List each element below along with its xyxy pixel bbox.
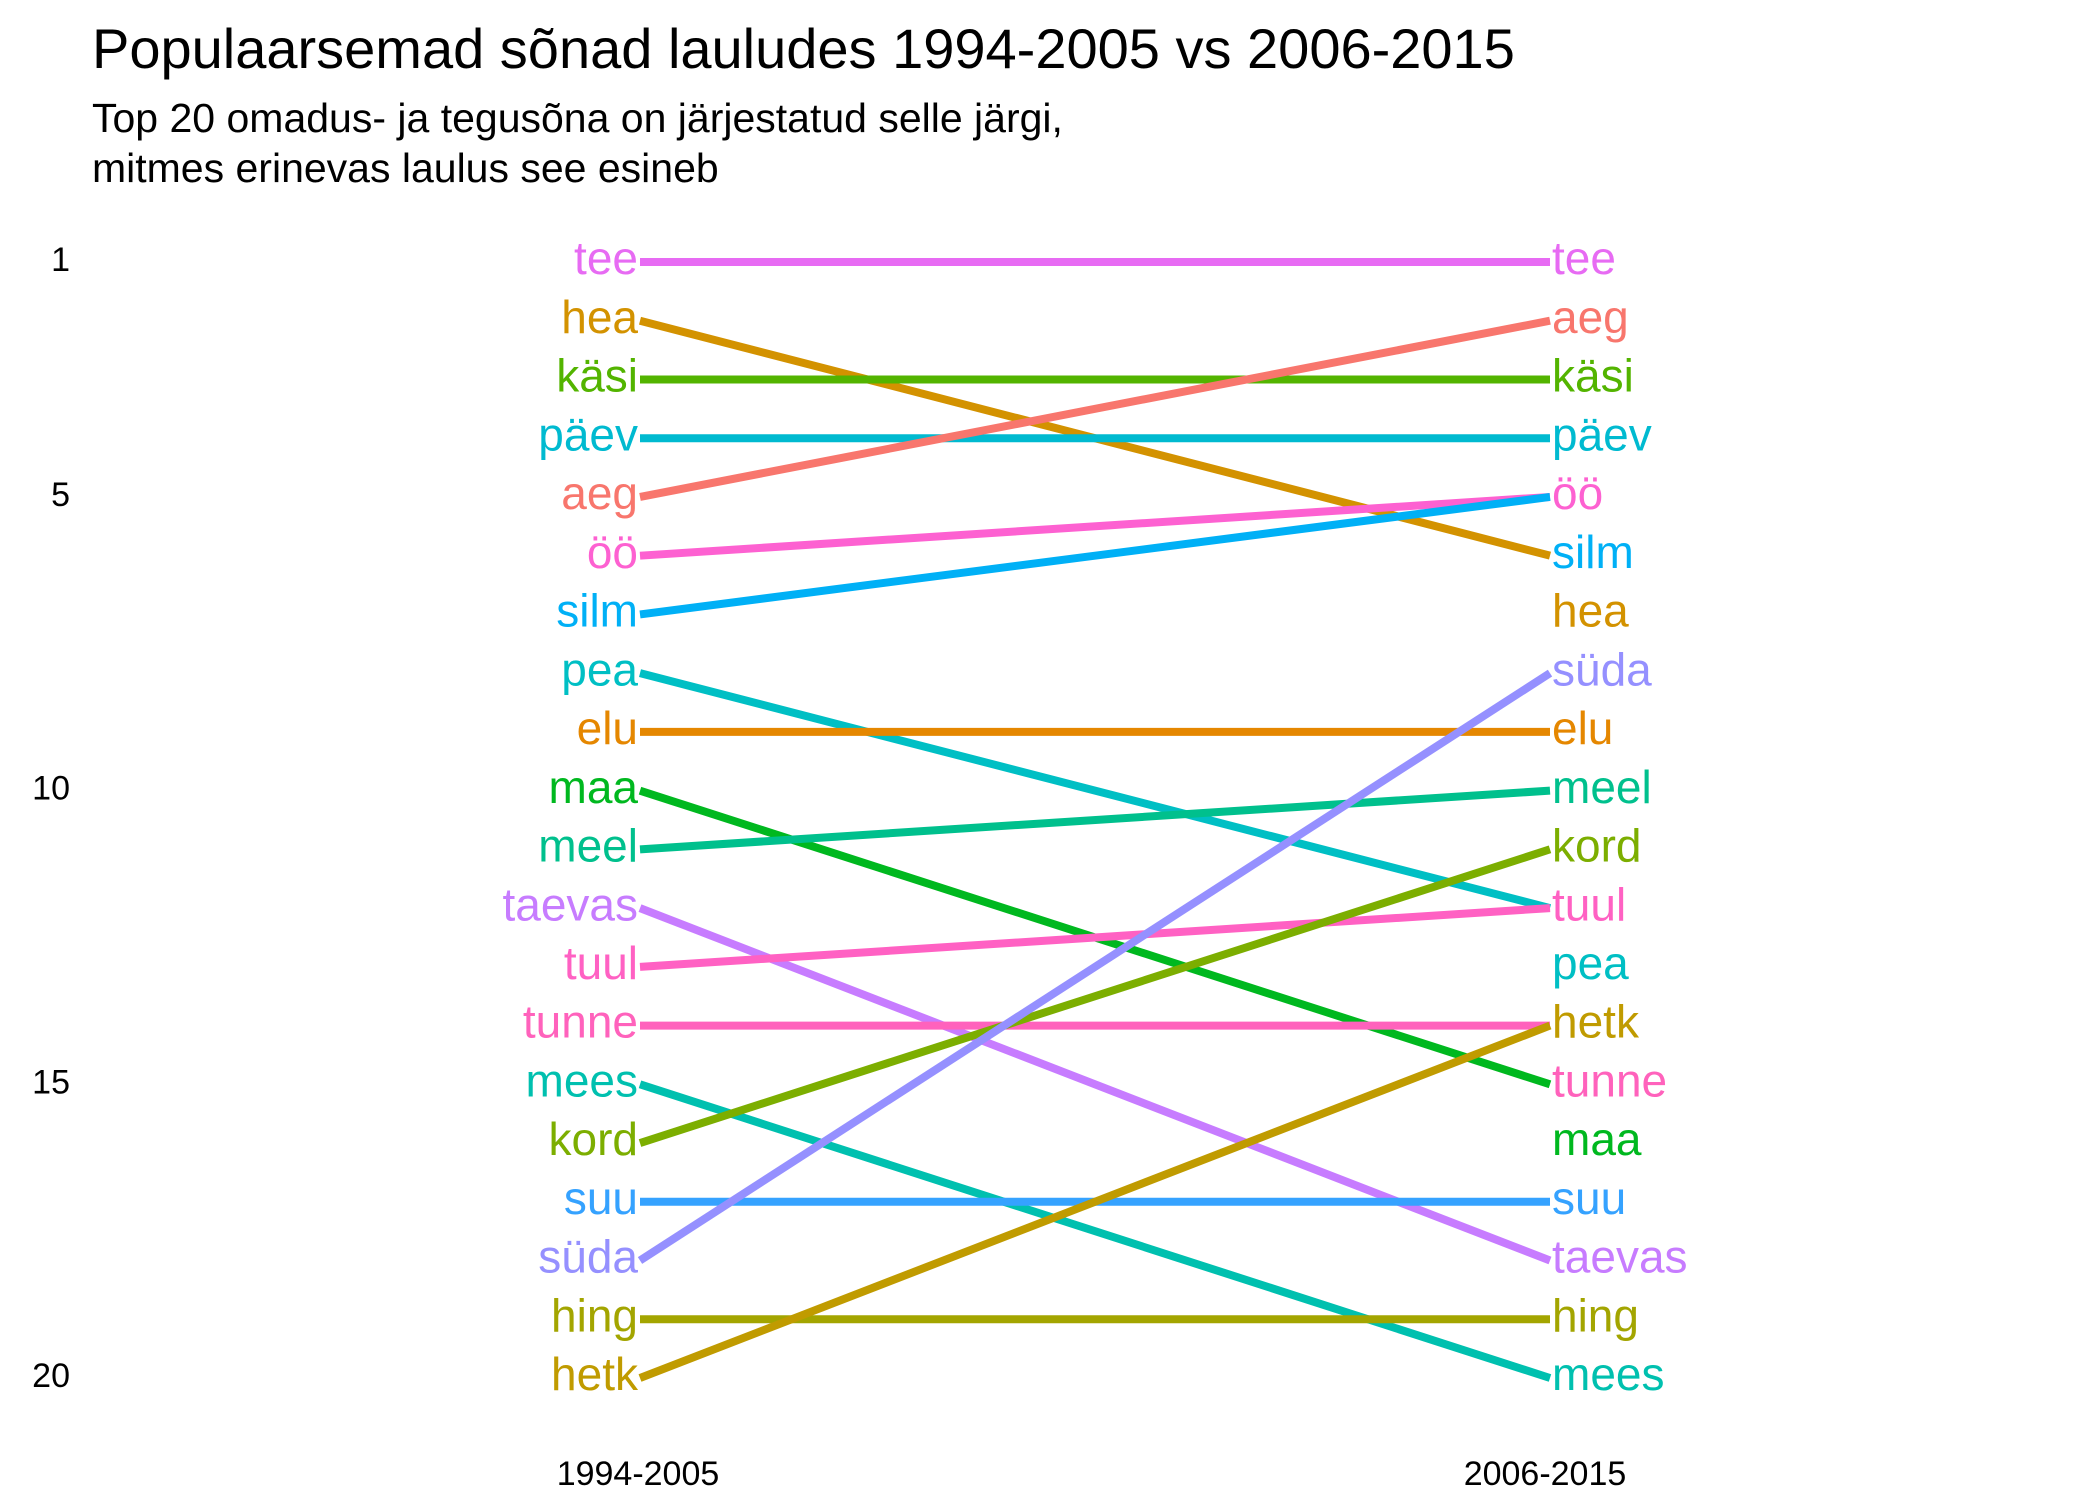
left-label-maa: maa	[549, 761, 639, 813]
y-tick-20: 20	[32, 1357, 70, 1395]
series-line-mees	[638, 1080, 1552, 1382]
right-label-hea: hea	[1552, 585, 1629, 637]
y-tick-1: 1	[51, 241, 70, 279]
right-label-hetk: hetk	[1552, 996, 1640, 1048]
left-label-elu: elu	[577, 702, 638, 754]
left-word-labels: tee hea käsi päev aeg öö silm pea elu maa meel taev…	[502, 232, 639, 1400]
left-label-kasi: käsi	[556, 350, 638, 402]
right-label-mees: mees	[1552, 1348, 1664, 1400]
left-label-kord: kord	[549, 1113, 638, 1165]
series-line-tuul	[639, 904, 1551, 971]
left-label-tee: tee	[574, 232, 638, 284]
right-label-kasi: käsi	[1552, 350, 1634, 402]
left-label-mees: mees	[526, 1054, 638, 1106]
right-label-suu: suu	[1552, 1172, 1626, 1224]
right-label-kord: kord	[1552, 820, 1641, 872]
right-label-taevas: taevas	[1552, 1231, 1688, 1283]
right-label-maa: maa	[1552, 1113, 1642, 1165]
y-tick-5: 5	[51, 476, 70, 514]
right-label-hing: hing	[1552, 1289, 1639, 1341]
left-label-silm: silm	[556, 585, 638, 637]
series-line-suda	[637, 669, 1553, 1264]
right-label-oo: öö	[1552, 467, 1603, 519]
series-line-oo	[639, 492, 1551, 560]
left-label-aeg: aeg	[561, 467, 638, 519]
left-label-oo: öö	[587, 526, 638, 578]
left-label-meel: meel	[538, 820, 638, 872]
right-word-labels: tee aeg käsi päev öö silm hea süda elu meel kord tu…	[1552, 232, 1688, 1400]
right-label-suda: süda	[1552, 643, 1652, 695]
right-label-pea: pea	[1552, 937, 1629, 989]
chart-title: Populaarsemad sõnad lauludes 1994-2005 v…	[92, 17, 1515, 80]
left-label-pea: pea	[561, 643, 638, 695]
series-lines	[637, 258, 1553, 1382]
chart-subtitle-line-1: Top 20 omadus- ja tegusõna on järjestatu…	[92, 95, 1063, 141]
right-label-paev: päev	[1552, 408, 1652, 460]
left-label-hea: hea	[561, 291, 638, 343]
left-label-paev: päev	[538, 408, 638, 460]
left-label-suda: süda	[538, 1231, 638, 1283]
series-line-silm	[639, 492, 1551, 619]
right-label-tunne: tunne	[1552, 1054, 1667, 1106]
x-label-2006-2015: 2006-2015	[1464, 1455, 1627, 1493]
right-label-meel: meel	[1552, 761, 1652, 813]
x-label-1994-2005: 1994-2005	[557, 1455, 720, 1493]
y-tick-10: 10	[32, 770, 70, 808]
right-label-tee: tee	[1552, 232, 1616, 284]
series-line-meel	[639, 786, 1551, 854]
series-line-aeg	[639, 316, 1551, 501]
left-label-hing: hing	[551, 1289, 638, 1341]
right-label-elu: elu	[1552, 702, 1613, 754]
right-label-aeg: aeg	[1552, 291, 1629, 343]
series-line-pea	[639, 669, 1551, 912]
y-tick-15: 15	[32, 1063, 70, 1101]
right-label-tuul: tuul	[1552, 878, 1626, 930]
left-label-taevas: taevas	[502, 878, 638, 930]
series-line-hetk	[638, 1021, 1552, 1382]
left-label-suu: suu	[564, 1172, 638, 1224]
left-label-hetk: hetk	[551, 1348, 639, 1400]
right-label-silm: silm	[1552, 526, 1634, 578]
left-label-tunne: tunne	[523, 996, 638, 1048]
chart-subtitle-line-2: mitmes erinevas laulus see esineb	[92, 145, 719, 191]
series-line-kord	[638, 845, 1552, 1147]
left-label-tuul: tuul	[564, 937, 638, 989]
